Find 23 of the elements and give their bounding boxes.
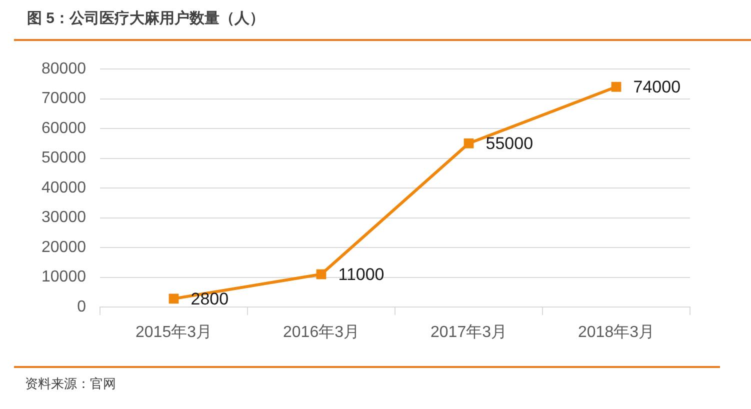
y-tick-label: 30000	[42, 209, 86, 226]
y-tick-label: 10000	[42, 268, 86, 286]
x-tick-label: 2018年3月	[578, 324, 654, 342]
y-tick-label: 20000	[42, 238, 86, 256]
y-tick-label: 0	[77, 298, 86, 316]
text: 资料来源：官网	[25, 375, 116, 392]
chart-title: 图 5：公司医疗大麻用户数量（人）	[27, 9, 265, 29]
y-tick-label: 70000	[42, 90, 86, 108]
data-label: 11000	[338, 264, 384, 284]
data-label: 55000	[486, 134, 534, 154]
y-tick-label: 80000	[42, 60, 86, 78]
point	[611, 82, 622, 92]
x-tick-label: 2015年3月	[136, 324, 212, 342]
y-tick-label: 60000	[42, 120, 86, 137]
y-tick-label: 40000	[42, 179, 86, 196]
x-tick-label: 2016年3月	[283, 324, 360, 342]
point	[168, 294, 179, 304]
data-label: 2800	[190, 289, 229, 308]
point	[316, 269, 326, 280]
x-tick-label: 2017年3月	[430, 324, 507, 342]
data-label: 74000	[633, 78, 681, 97]
point	[464, 138, 474, 148]
y-tick-label: 50000	[42, 150, 86, 167]
